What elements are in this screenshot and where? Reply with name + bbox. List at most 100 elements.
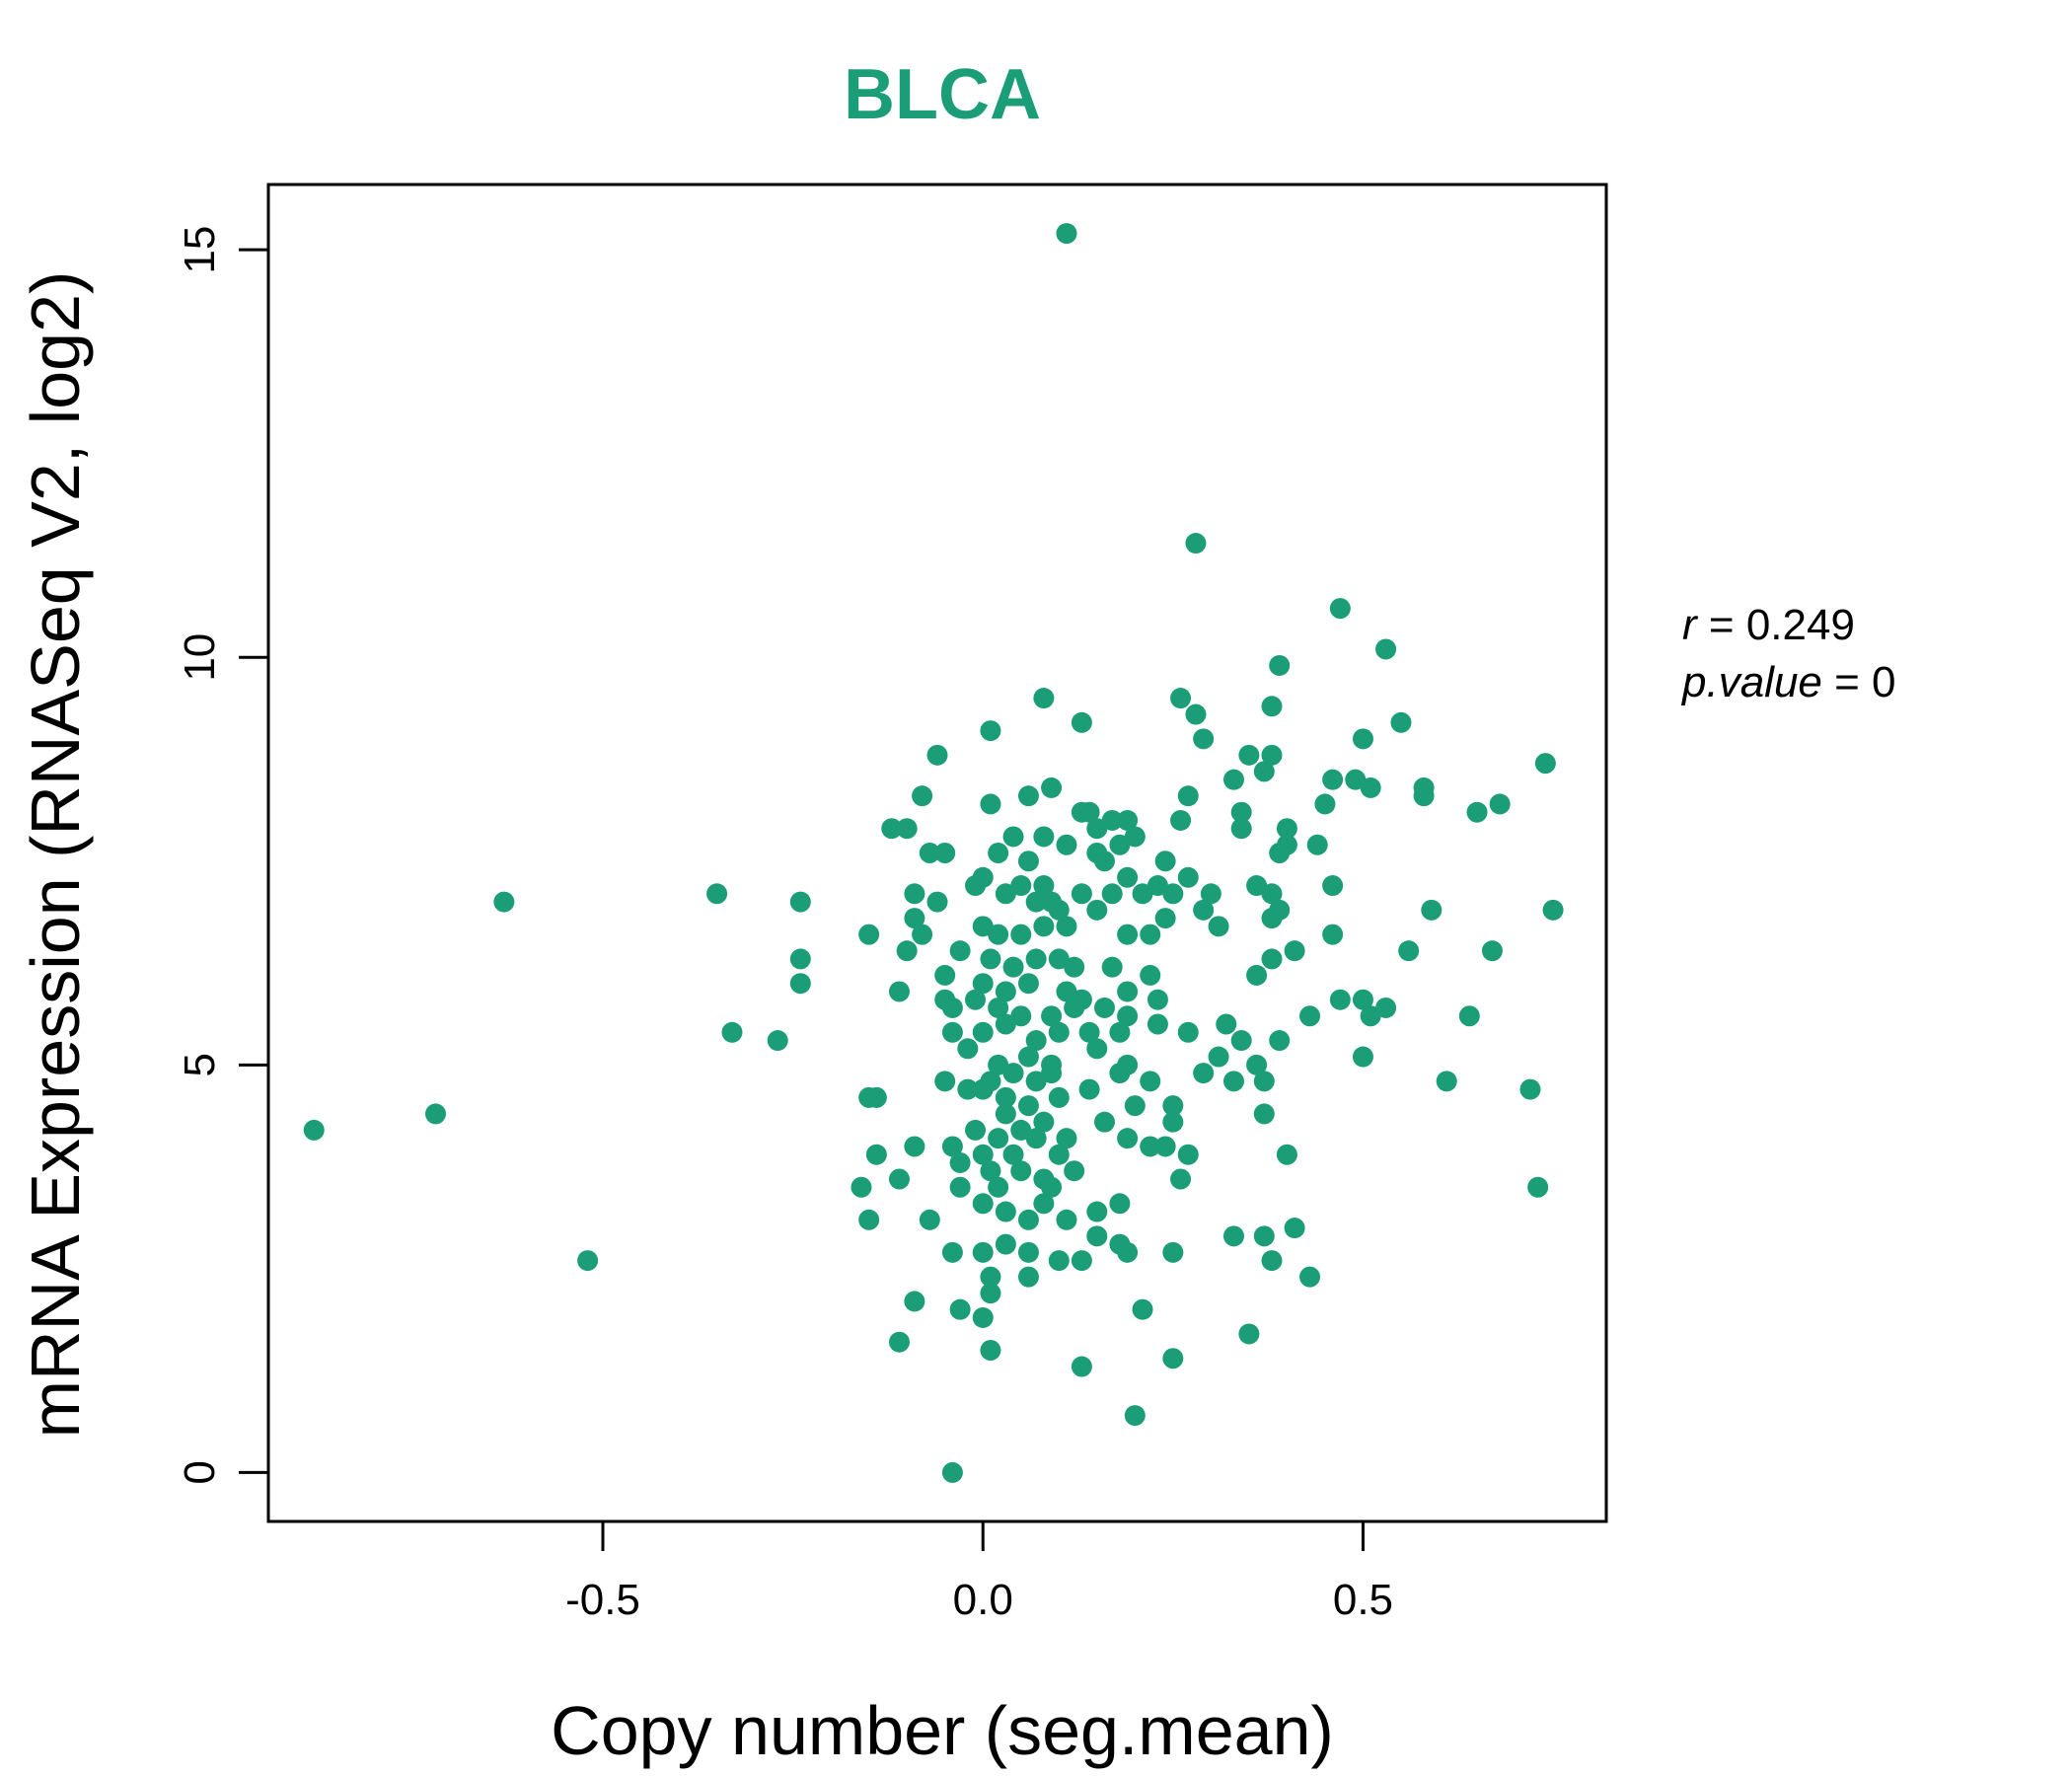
data-point <box>1527 1176 1549 1198</box>
data-point <box>980 948 1001 970</box>
data-point <box>1140 1071 1161 1092</box>
data-point <box>1117 809 1139 831</box>
data-point <box>972 1078 994 1100</box>
data-point <box>1117 1005 1139 1027</box>
y-axis-label: mRNA Expression (RNASeq V2, log2) <box>17 271 94 1439</box>
data-point <box>1269 1030 1291 1052</box>
data-point <box>1230 818 1252 840</box>
data-point <box>1208 1046 1229 1068</box>
data-point <box>1322 924 1344 945</box>
y-tick-label: 5 <box>176 1053 224 1076</box>
data-point <box>1056 1128 1077 1149</box>
data-point <box>1322 769 1344 790</box>
data-point <box>1056 834 1077 855</box>
data-point <box>1413 785 1435 807</box>
y-tick-label: 15 <box>176 226 224 274</box>
data-point <box>1261 744 1283 766</box>
data-point <box>988 997 1009 1018</box>
data-point <box>1010 924 1032 945</box>
data-point <box>1238 744 1260 766</box>
data-point <box>1071 883 1092 905</box>
data-point <box>706 883 728 905</box>
data-point <box>1216 1013 1237 1035</box>
data-point <box>1025 1071 1047 1092</box>
data-point <box>1071 1250 1092 1272</box>
data-point <box>1056 1209 1077 1230</box>
data-point <box>1489 793 1511 815</box>
data-point <box>1056 981 1077 1002</box>
data-point <box>1185 533 1207 555</box>
data-point <box>988 924 1009 945</box>
data-point <box>1375 997 1397 1018</box>
data-point <box>896 940 918 962</box>
data-point <box>934 843 956 863</box>
data-point <box>1276 1144 1297 1165</box>
data-point <box>1048 899 1070 921</box>
data-point <box>1078 1021 1100 1043</box>
data-point <box>919 843 940 863</box>
data-point <box>1094 997 1115 1018</box>
data-point <box>1398 940 1420 962</box>
data-point <box>1261 1250 1283 1272</box>
data-point <box>965 989 987 1010</box>
data-point <box>1140 924 1161 945</box>
data-point <box>1162 883 1184 905</box>
data-point <box>965 875 987 897</box>
data-point <box>1299 1266 1321 1288</box>
data-point <box>1246 1054 1268 1075</box>
data-point <box>1094 1111 1115 1133</box>
data-point <box>972 1193 994 1215</box>
data-point <box>1017 1266 1039 1288</box>
data-point <box>1041 1176 1063 1198</box>
data-point <box>1101 809 1123 831</box>
data-point <box>1276 818 1297 840</box>
data-point <box>1064 997 1085 1018</box>
data-point <box>1466 801 1488 823</box>
data-point <box>1002 826 1024 848</box>
data-point <box>789 948 811 970</box>
data-point <box>1033 1193 1055 1215</box>
data-point <box>1078 1078 1100 1100</box>
data-point <box>949 1176 971 1198</box>
data-point <box>1360 777 1381 798</box>
data-point <box>1230 801 1252 823</box>
data-point <box>1147 875 1168 897</box>
data-point <box>934 964 956 986</box>
chart-title: BLCA <box>844 55 1041 134</box>
data-point <box>988 1176 1009 1198</box>
data-point <box>904 1291 925 1312</box>
data-point <box>865 1144 887 1165</box>
data-point <box>1010 1119 1032 1141</box>
data-point <box>1519 1078 1541 1100</box>
data-point <box>1101 956 1123 978</box>
data-point <box>1154 1136 1176 1157</box>
data-points <box>303 223 1564 1483</box>
r-stat: r = 0.249 <box>1682 601 1855 649</box>
data-point <box>926 744 948 766</box>
data-point <box>1002 1063 1024 1084</box>
data-point <box>1458 1005 1480 1027</box>
data-point <box>888 1331 910 1353</box>
data-point <box>988 1128 1009 1149</box>
data-point <box>1222 1225 1244 1247</box>
data-point <box>1299 1005 1321 1027</box>
data-point <box>941 1136 963 1157</box>
data-point <box>995 981 1016 1002</box>
data-point <box>980 1283 1001 1304</box>
data-point <box>721 1021 743 1043</box>
data-point <box>941 1021 963 1043</box>
data-point <box>980 1160 1001 1182</box>
data-point <box>957 1078 979 1100</box>
data-point <box>1124 1405 1146 1427</box>
data-point <box>1117 924 1139 945</box>
data-point <box>1017 1241 1039 1263</box>
data-point <box>1162 1348 1184 1369</box>
data-point <box>1010 1160 1032 1182</box>
data-point <box>1322 875 1344 897</box>
data-point <box>1421 899 1443 921</box>
data-point <box>865 1086 887 1108</box>
data-point <box>941 1241 963 1263</box>
data-point <box>1025 948 1047 970</box>
data-point <box>949 940 971 962</box>
data-point <box>1017 1095 1039 1117</box>
